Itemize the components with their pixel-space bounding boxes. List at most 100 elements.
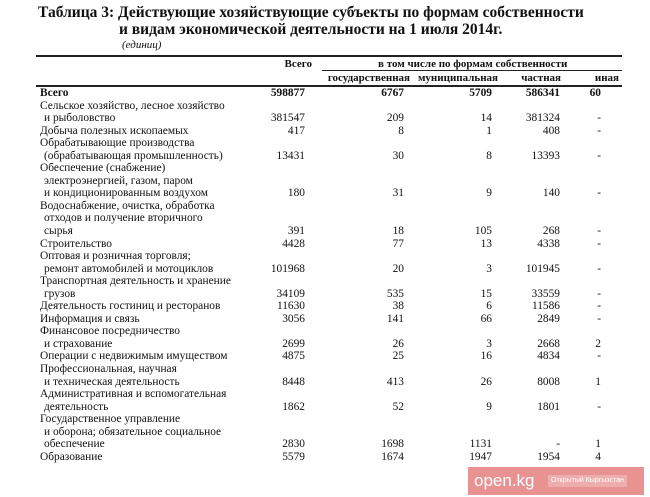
table-row: Информация и связь 3056 141 66 2849 - xyxy=(0,313,650,326)
header-group-rule xyxy=(322,70,622,71)
row-label: Транспортная деятельность и хранение груз… xyxy=(40,275,231,300)
cell-municipal: 9 xyxy=(486,400,492,413)
row-label-line: Водоснабжение, очистка, обработка xyxy=(40,199,215,212)
cell-state: 141 xyxy=(386,312,404,325)
row-label-line: (обрабатывающая промышленность) xyxy=(44,149,223,162)
cell-other: - xyxy=(597,312,601,325)
cell-total: 391 xyxy=(287,225,305,238)
cell-state: 52 xyxy=(392,400,404,413)
cell-other: - xyxy=(597,237,601,250)
cell-municipal: 5709 xyxy=(469,87,492,99)
row-label-line: отходов и получение вторичного xyxy=(44,212,203,225)
row-label-line: и оборона; обязательное социальное xyxy=(44,425,222,438)
cell-municipal: 13 xyxy=(480,237,492,250)
row-label-line: Финансовое посредничество xyxy=(40,325,180,338)
cell-total: 13431 xyxy=(276,149,305,162)
cell-private: 11586 xyxy=(531,300,560,313)
table-row: Профессиональная, научная и техническая д… xyxy=(0,363,650,388)
row-label-line: и рыболовство xyxy=(44,112,116,125)
title-line-2: и видам экономической деятельности на 1 … xyxy=(119,21,503,38)
table-row: Строительство 4428 77 13 4338 - xyxy=(0,238,650,251)
row-label-line: Всего xyxy=(40,87,69,99)
cell-private: 101945 xyxy=(525,262,560,275)
table-row: Сельское хозяйство, лесное хозяйство и ры… xyxy=(0,100,650,125)
row-label: Административная и вспомогательная деятел… xyxy=(40,388,226,413)
title-line-1: Таблица 3: Действующие хозяйствующие суб… xyxy=(38,4,584,21)
table-row: Деятельность гостиниц и ресторанов 11630 3… xyxy=(0,300,650,313)
cell-total: 3056 xyxy=(282,312,305,325)
cell-other: - xyxy=(597,350,601,363)
row-label-line: грузов xyxy=(44,287,76,300)
row-label-line: Образование xyxy=(40,450,103,463)
row-label: Водоснабжение, очистка, обработка отходов… xyxy=(40,200,215,238)
row-label: Деятельность гостиниц и ресторанов xyxy=(40,300,220,313)
table-row: Обеспечение (снабжение) электроэнергией, … xyxy=(0,162,650,200)
cell-total: 1862 xyxy=(282,400,305,413)
cell-state: 1674 xyxy=(381,450,404,463)
cell-other: 1 xyxy=(595,438,601,451)
cell-total: 2699 xyxy=(282,337,305,350)
header-bottom-rule xyxy=(36,85,622,87)
cell-state: 30 xyxy=(392,149,404,162)
row-label-line: Государственное управление xyxy=(40,413,181,426)
cell-total: 8448 xyxy=(282,375,305,388)
cell-private: 140 xyxy=(542,187,560,200)
cell-state: 20 xyxy=(392,262,404,275)
cell-municipal: 26 xyxy=(480,375,492,388)
cell-state: 25 xyxy=(392,350,404,363)
cell-other: 60 xyxy=(589,87,601,99)
cell-private: - xyxy=(556,438,560,451)
table-row: Транспортная деятельность и хранение груз… xyxy=(0,275,650,300)
cell-private: 1954 xyxy=(537,450,560,463)
cell-private: 381324 xyxy=(525,112,560,125)
header-state: государственная xyxy=(327,72,410,84)
cell-municipal: 3 xyxy=(486,262,492,275)
row-label-line: Информация и связь xyxy=(40,312,140,325)
cell-total: 11630 xyxy=(276,300,305,313)
table-row: Оптовая и розничная торговля; ремонт авто… xyxy=(0,250,650,275)
row-label: Всего xyxy=(40,87,68,100)
row-label: Оптовая и розничная торговля; ремонт авто… xyxy=(40,250,213,275)
cell-municipal: 66 xyxy=(480,312,492,325)
row-label-line: Деятельность гостиниц и ресторанов xyxy=(40,300,221,313)
cell-total: 4875 xyxy=(282,350,305,363)
cell-other: - xyxy=(597,262,601,275)
table-body: Всего 598877 6767 5709 586341 60 Сельское хозя… xyxy=(0,87,650,463)
cell-total: 417 xyxy=(287,124,305,137)
table-row: Финансовое посредничество и страхование 26… xyxy=(0,325,650,350)
cell-state: 6767 xyxy=(381,87,404,99)
cell-municipal: 3 xyxy=(486,337,492,350)
row-label-line: Административная и вспомогательная xyxy=(40,388,227,401)
cell-state: 18 xyxy=(392,225,404,238)
header-ownership-group: в том числе по формам собственности xyxy=(378,58,568,70)
row-label-line: деятельность xyxy=(44,400,109,413)
row-label-line: и страхование xyxy=(44,337,113,350)
row-label-line: ремонт автомобилей и мотоциклов xyxy=(44,262,214,275)
cell-other: - xyxy=(597,112,601,125)
cell-total: 2830 xyxy=(282,438,305,451)
cell-other: - xyxy=(597,149,601,162)
cell-state: 535 xyxy=(386,287,404,300)
cell-state: 77 xyxy=(392,237,404,250)
cell-municipal: 14 xyxy=(480,112,492,125)
cell-municipal: 1947 xyxy=(469,450,492,463)
row-label: Добыча полезных ископаемых xyxy=(40,125,188,138)
watermark-subtitle: Открытый Кыргызстан xyxy=(548,475,627,487)
cell-state: 8 xyxy=(398,124,404,137)
row-label-line: Сельское хозяйство, лесное хозяйство xyxy=(40,99,225,112)
row-label-line: и техническая деятельность xyxy=(44,375,180,388)
row-label-line: сырья xyxy=(44,225,73,238)
cell-municipal: 1 xyxy=(486,124,492,137)
row-label: Образование xyxy=(40,451,102,464)
cell-other: - xyxy=(597,400,601,413)
cell-total: 180 xyxy=(287,187,305,200)
cell-other: 4 xyxy=(595,450,601,463)
table-row: Обрабатывающие производства (обрабатывающ… xyxy=(0,137,650,162)
row-label: Операции с недвижимым имуществом xyxy=(40,350,227,363)
row-label: Обеспечение (снабжение) электроэнергией, … xyxy=(40,162,208,200)
cell-municipal: 1131 xyxy=(469,438,492,451)
row-label-line: Добыча полезных ископаемых xyxy=(40,124,189,137)
table-row: Операции с недвижимым имуществом 4875 25 16… xyxy=(0,350,650,363)
row-label: Строительство xyxy=(40,238,112,251)
